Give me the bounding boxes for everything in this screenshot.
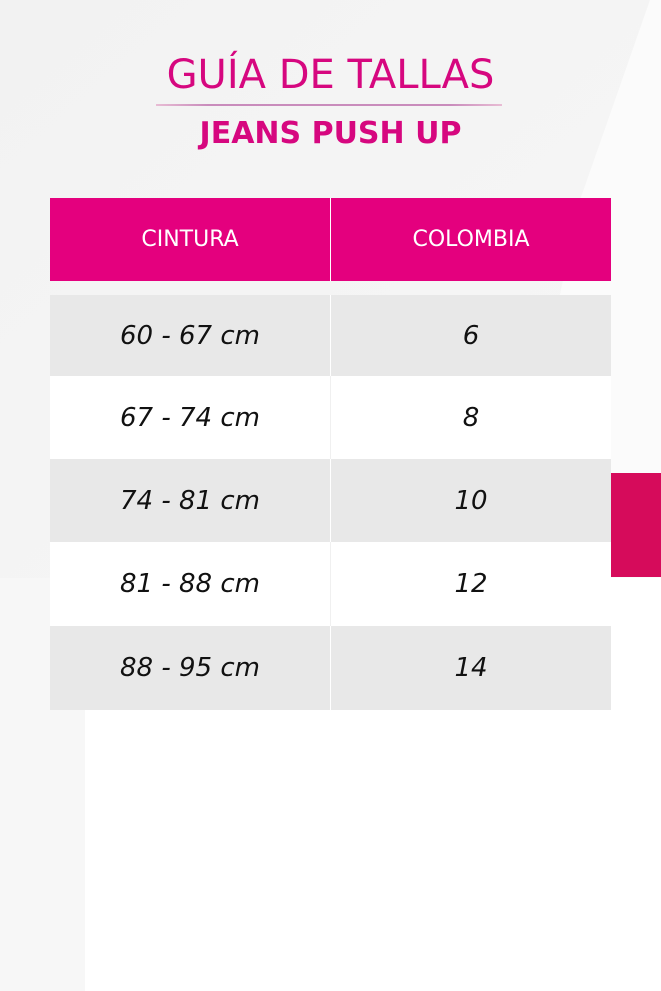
cell-cintura: 74 - 81 cm — [50, 459, 331, 542]
cell-colombia: 6 — [462, 320, 480, 351]
cell-colombia: 12 — [454, 569, 488, 599]
page-title: GUÍA DE TALLAS — [166, 52, 495, 98]
table-row: 88 - 95 cm 14 — [50, 626, 611, 710]
table-row: 60 - 67 cm 6 — [50, 295, 611, 376]
title-divider — [156, 104, 502, 106]
page-subtitle: JEANS PUSH UP — [199, 116, 462, 151]
size-table: CINTURA COLOMBIA 60 - 67 cm 6 67 - 74 cm… — [50, 198, 611, 710]
cell-cintura: 60 - 67 cm — [50, 295, 331, 376]
cell-colombia: 10 — [454, 485, 488, 516]
table-row: 74 - 81 cm 10 — [50, 459, 611, 542]
cell-cintura: 81 - 88 cm — [50, 542, 331, 626]
cell-colombia: 8 — [462, 402, 480, 433]
table-row: 81 - 88 cm 12 — [50, 542, 611, 626]
cell-colombia: 14 — [454, 653, 488, 683]
column-header-cintura: CINTURA — [50, 198, 331, 281]
table-header: CINTURA COLOMBIA — [50, 198, 611, 281]
column-header-colombia: COLOMBIA — [412, 227, 530, 252]
cell-cintura: 88 - 95 cm — [50, 626, 331, 710]
table-row: 67 - 74 cm 8 — [50, 376, 611, 459]
cell-cintura: 67 - 74 cm — [50, 376, 331, 459]
accent-block — [611, 473, 661, 577]
